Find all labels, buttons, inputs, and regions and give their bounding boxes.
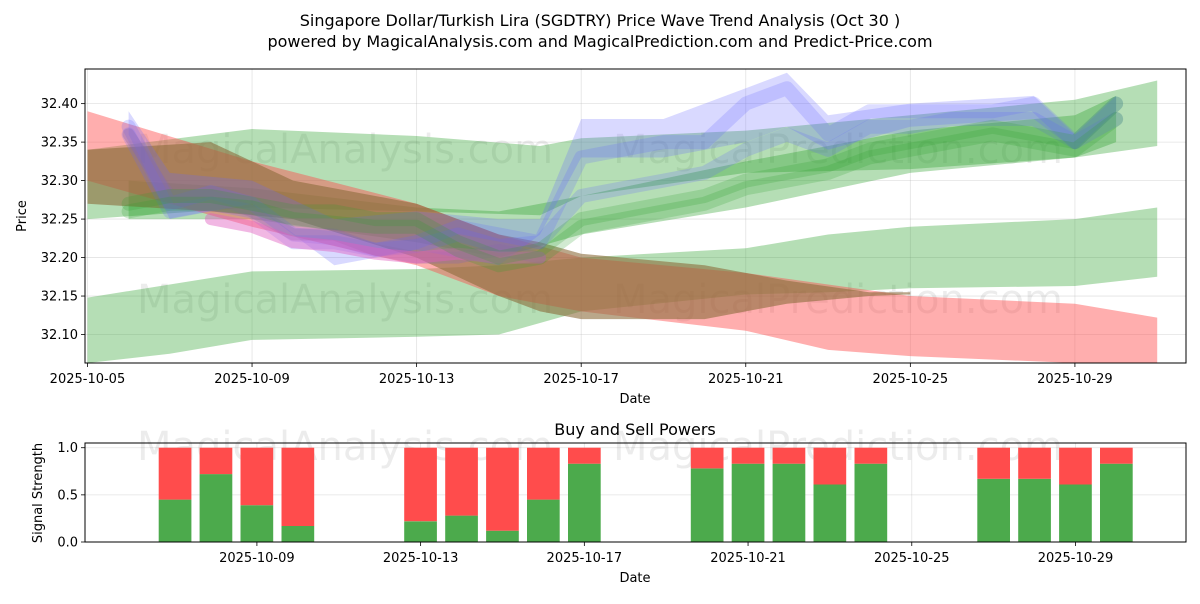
- buy-bar: [1018, 478, 1051, 542]
- signal-y-axis-label: Signal Strength: [31, 443, 46, 543]
- sell-bar: [158, 447, 192, 500]
- buy-bar: [690, 468, 724, 542]
- price-y-tick-label: 32.40: [41, 97, 78, 112]
- sell-bar: [445, 447, 478, 516]
- sell-bar: [772, 447, 806, 464]
- buy-bar: [240, 505, 274, 542]
- brown-band: [87, 142, 911, 320]
- price-x-ticks: 2025-10-05 2025-10-09 2025-10-13 2025-10-17…: [50, 363, 1113, 387]
- buy-bar: [1100, 463, 1133, 542]
- buy-bar: [158, 499, 192, 542]
- price-series: [87, 72, 1158, 363]
- watermark-prediction-top-1: MagicalPrediction.com: [613, 127, 1063, 173]
- buy-bar: [568, 463, 601, 542]
- price-y-tick-label: 32.15: [41, 290, 78, 305]
- sell-bar: [527, 447, 560, 500]
- green-top-band: [87, 80, 1158, 220]
- sell-bar: [404, 447, 437, 522]
- sell-bar: [977, 447, 1010, 479]
- buy-bar: [486, 530, 519, 542]
- signal-chart-title: Buy and Sell Powers: [554, 420, 716, 439]
- price-y-tick-label: 32.25: [41, 213, 78, 228]
- buy-bar: [404, 521, 437, 542]
- price-x-tick-label: 2025-10-05: [50, 372, 126, 387]
- red-band: [87, 111, 1158, 363]
- buy-bar: [772, 463, 806, 542]
- signal-plot-frame: [84, 442, 1187, 543]
- price-chart: MagicalAnalysis.com MagicalPrediction.co…: [15, 68, 1187, 407]
- price-y-ticks: 32.10 32.15 32.20 32.25 32.30 32.35 32.40: [41, 97, 85, 343]
- price-x-tick-label: 2025-10-25: [873, 372, 949, 387]
- signal-x-tick-label: 2025-10-09: [219, 551, 295, 566]
- chart-title-line2: powered by MagicalAnalysis.com and Magic…: [267, 32, 932, 51]
- buy-bar: [1059, 484, 1092, 542]
- signal-y-tick-label: 0.0: [57, 536, 78, 551]
- sell-bar: [1100, 447, 1133, 464]
- signal-x-axis-label: Date: [619, 571, 650, 586]
- price-y-tick-label: 32.30: [41, 174, 78, 189]
- price-x-tick-label: 2025-10-17: [543, 372, 619, 387]
- sell-bar: [1059, 447, 1092, 485]
- sell-bar: [690, 447, 724, 469]
- price-y-axis-label: Price: [15, 200, 30, 232]
- pink-wave: [204, 213, 546, 264]
- signal-x-tick-label: 2025-10-29: [1038, 551, 1114, 566]
- sell-bar: [240, 447, 274, 506]
- price-plot-frame: [84, 68, 1187, 364]
- price-x-axis-label: Date: [619, 392, 650, 407]
- blue-band: [128, 72, 1117, 266]
- green-wave-1: [121, 96, 1124, 265]
- price-x-tick-label: 2025-10-21: [708, 372, 784, 387]
- price-x-tick-label: 2025-10-09: [214, 372, 290, 387]
- buy-bar: [527, 499, 560, 542]
- green-wave-2: [121, 112, 1124, 273]
- sell-bar: [731, 447, 765, 464]
- buy-bar: [731, 463, 765, 542]
- blue-wave-1: [121, 81, 1124, 257]
- signal-y-tick-label: 1.0: [57, 441, 78, 456]
- buy-bar: [854, 463, 888, 542]
- signal-y-tick-label: 0.5: [57, 488, 78, 503]
- signal-x-ticks: 2025-10-09 2025-10-13 2025-10-17 2025-10-21…: [219, 542, 1113, 566]
- blue-wave-2: [121, 112, 1124, 257]
- signal-x-tick-label: 2025-10-17: [547, 551, 623, 566]
- price-y-tick-label: 32.10: [41, 328, 78, 343]
- signal-y-ticks: 0.0 0.5 1.0: [57, 441, 85, 551]
- price-x-tick-label: 2025-10-13: [379, 372, 455, 387]
- price-grid: [85, 69, 1186, 363]
- signal-x-tick-label: 2025-10-21: [710, 551, 786, 566]
- purple-wave: [122, 128, 546, 264]
- price-y-tick-label: 32.20: [41, 251, 78, 266]
- signal-x-tick-label: 2025-10-13: [383, 551, 459, 566]
- sell-bar: [1018, 447, 1051, 479]
- buy-bar: [199, 474, 233, 542]
- sell-bar: [854, 447, 888, 464]
- sell-bar: [813, 447, 847, 485]
- buy-bar: [977, 478, 1010, 542]
- sell-bar: [568, 447, 601, 464]
- chart-title-line1: Singapore Dollar/Turkish Lira (SGDTRY) P…: [300, 11, 901, 30]
- signal-chart: Buy and Sell Powers MagicalAnalysis.com …: [31, 420, 1187, 586]
- sell-bar: [199, 447, 233, 475]
- price-x-tick-label: 2025-10-29: [1037, 372, 1113, 387]
- signal-x-tick-label: 2025-10-25: [874, 551, 950, 566]
- sell-bar: [486, 447, 519, 531]
- buy-bar: [445, 515, 478, 542]
- signal-bars: [158, 447, 1133, 542]
- price-y-tick-label: 32.35: [41, 136, 78, 151]
- sell-bar: [281, 447, 315, 526]
- buy-bar: [281, 526, 315, 542]
- buy-bar: [813, 484, 847, 542]
